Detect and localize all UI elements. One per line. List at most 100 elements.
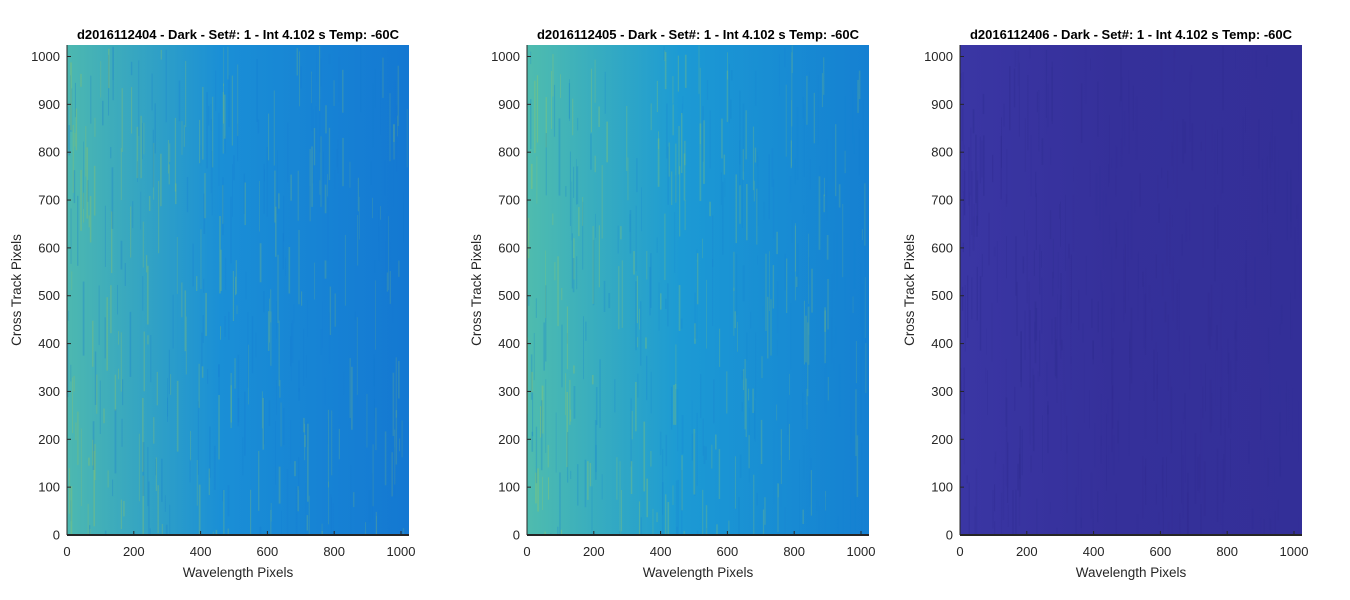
heatmap-streak bbox=[696, 530, 699, 535]
heatmap-streak bbox=[1003, 103, 1005, 127]
heatmap-streak bbox=[757, 255, 758, 265]
heatmap-streak bbox=[1029, 310, 1031, 388]
heatmap-streak bbox=[1038, 90, 1040, 152]
heatmap-streak bbox=[1078, 289, 1080, 331]
heatmap-streak bbox=[114, 409, 117, 474]
heatmap-streak bbox=[860, 262, 862, 328]
heatmap-streak bbox=[1221, 283, 1223, 313]
heatmap-streak bbox=[342, 137, 344, 187]
heatmap-streak bbox=[172, 294, 174, 349]
heatmap-streak bbox=[696, 262, 698, 339]
heatmap-streak bbox=[213, 445, 216, 490]
heatmap-streak bbox=[1200, 408, 1202, 484]
heatmap-streak bbox=[678, 126, 680, 175]
heatmap-streak bbox=[640, 301, 642, 366]
heatmap-streak bbox=[595, 444, 597, 473]
heatmap-streak bbox=[130, 206, 132, 258]
heatmap-streak bbox=[1266, 55, 1268, 67]
heatmap-streak bbox=[1130, 307, 1133, 384]
heatmap-streak bbox=[1254, 256, 1256, 306]
x-tick-label: 200 bbox=[1016, 544, 1038, 559]
heatmap-streak bbox=[773, 431, 775, 505]
heatmap-streak bbox=[247, 312, 249, 388]
heatmap-streak bbox=[183, 125, 185, 147]
heatmap-streak bbox=[403, 203, 405, 241]
heatmap-streak bbox=[1135, 96, 1138, 160]
heatmap-streak bbox=[763, 201, 766, 220]
heatmap-streak bbox=[663, 46, 665, 61]
heatmap-streak bbox=[1287, 388, 1290, 432]
heatmap-streak bbox=[1100, 394, 1102, 413]
heatmap-streak bbox=[791, 45, 793, 73]
heatmap-streak bbox=[1017, 463, 1019, 491]
heatmap-streak bbox=[319, 98, 321, 153]
heatmap-streak bbox=[791, 147, 793, 159]
heatmap-streak bbox=[1162, 511, 1164, 535]
heatmap-streak bbox=[1155, 483, 1157, 505]
heatmap-streak bbox=[971, 171, 973, 236]
heatmap-streak bbox=[979, 276, 982, 351]
heatmap-streak bbox=[303, 417, 305, 433]
heatmap-streak bbox=[838, 184, 841, 208]
heatmap-streak bbox=[963, 367, 965, 415]
heatmap-streak bbox=[1090, 58, 1091, 71]
heatmap-streak bbox=[1052, 238, 1054, 279]
heatmap-streak bbox=[823, 57, 825, 95]
heatmap-streak bbox=[582, 201, 584, 270]
heatmap-streak bbox=[1116, 228, 1118, 248]
heatmap-streak bbox=[566, 392, 569, 468]
heatmap-streak bbox=[1115, 146, 1118, 169]
heatmap-streak bbox=[677, 389, 679, 452]
heatmap-streak bbox=[1105, 193, 1107, 239]
heatmap-streak bbox=[141, 123, 143, 160]
heatmap-streak bbox=[635, 281, 637, 351]
heatmap-streak bbox=[337, 139, 339, 174]
heatmap-streak bbox=[1055, 339, 1058, 379]
heatmap-streak bbox=[1128, 281, 1129, 301]
heatmap-streak bbox=[699, 67, 701, 145]
heatmap-streak bbox=[312, 109, 314, 184]
heatmap-streak bbox=[566, 333, 568, 344]
heatmap-streak bbox=[1121, 77, 1123, 155]
heatmap-streak bbox=[1277, 385, 1280, 394]
heatmap-streak bbox=[699, 123, 702, 201]
heatmap-streak bbox=[1161, 263, 1164, 297]
heatmap-streak bbox=[629, 210, 632, 254]
heatmap-streak bbox=[1029, 46, 1031, 59]
heatmap-streak bbox=[230, 385, 232, 423]
heatmap-streak bbox=[1186, 492, 1189, 535]
heatmap-streak bbox=[1019, 426, 1021, 497]
heatmap-streak bbox=[1033, 250, 1035, 276]
heatmap-streak bbox=[737, 321, 739, 352]
heatmap-streak bbox=[1220, 190, 1222, 199]
heatmap-streak bbox=[1266, 156, 1268, 214]
y-tick-label: 600 bbox=[38, 240, 60, 255]
heatmap-streak bbox=[158, 180, 160, 254]
heatmap-streak bbox=[349, 161, 351, 188]
heatmap-streak bbox=[560, 74, 561, 98]
heatmap-streak bbox=[969, 192, 971, 257]
heatmap-streak bbox=[327, 174, 328, 197]
y-tick-label: 400 bbox=[38, 336, 60, 351]
heatmap-streak bbox=[640, 517, 643, 535]
y-tick-label: 1000 bbox=[491, 49, 520, 64]
heatmap-streak bbox=[112, 479, 114, 497]
heatmap-streak bbox=[791, 100, 792, 167]
heatmap-streak bbox=[1066, 435, 1068, 513]
heatmap-streak bbox=[203, 278, 205, 293]
heatmap-streak bbox=[712, 259, 714, 326]
heatmap-streak bbox=[530, 51, 532, 65]
heatmap-streak bbox=[222, 92, 224, 154]
heatmap-streak bbox=[543, 322, 545, 371]
heatmap-streak bbox=[1173, 50, 1175, 82]
heatmap-streak bbox=[533, 333, 535, 381]
heatmap-streak bbox=[1223, 454, 1225, 503]
heatmap-streak bbox=[398, 260, 400, 277]
heatmap-streak bbox=[994, 451, 997, 464]
heatmap-streak bbox=[1112, 338, 1114, 355]
heatmap-streak bbox=[294, 461, 296, 477]
heatmap-streak bbox=[540, 406, 542, 438]
heatmap-streak bbox=[232, 164, 233, 217]
heatmap-streak bbox=[702, 489, 704, 535]
heatmap-streak bbox=[656, 80, 658, 112]
